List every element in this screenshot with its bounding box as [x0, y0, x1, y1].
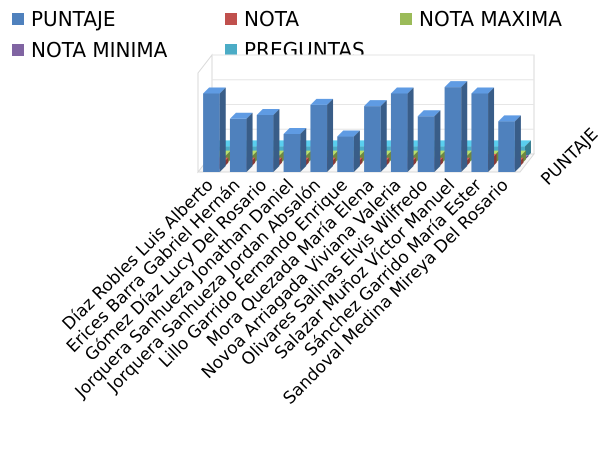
bar-puntaje-8-side [407, 87, 414, 172]
bar-puntaje-2 [229, 118, 247, 172]
bar-puntaje-10-side [461, 81, 468, 172]
bar-puntaje-4 [283, 134, 301, 172]
bar-preguntas-12-side [524, 140, 531, 160]
bar-puntaje-3-top [256, 109, 280, 115]
bar-puntaje-7 [364, 106, 381, 172]
legend-swatch-puntaje [12, 13, 24, 25]
legend-swatch-preguntas [225, 44, 237, 56]
bar-puntaje-11-top [471, 87, 495, 94]
bar-puntaje-3-side [273, 109, 280, 172]
legend-swatch-nota-minima [12, 44, 24, 56]
bar-puntaje-4-side [300, 128, 307, 172]
bar-puntaje-5-side [327, 98, 334, 172]
legend-label-nota-maxima: NOTA MAXIMA [419, 7, 562, 31]
bar-puntaje-9-side [434, 110, 441, 172]
legend-swatch-nota [225, 13, 237, 25]
bar-puntaje-3 [256, 115, 274, 172]
bar-puntaje-1-side [219, 87, 226, 172]
legend-label-puntaje: PUNTAJE [31, 7, 116, 31]
bar-puntaje-5 [310, 104, 328, 172]
bar-puntaje-6-side [353, 130, 360, 172]
depth-axis-label: PUNTAJE [537, 125, 602, 190]
bar-puntaje-7-side [380, 100, 387, 172]
bar-puntaje-1 [203, 93, 220, 172]
bar-puntaje-10-top [444, 81, 468, 88]
bar-puntaje-4-top [283, 128, 307, 134]
bar-puntaje-8 [390, 93, 408, 172]
bar-puntaje-9-top [417, 110, 441, 117]
bar-puntaje-10 [444, 87, 462, 172]
bar-puntaje-2-side [246, 112, 253, 172]
bar-puntaje-8-top [390, 87, 414, 94]
bar-puntaje-1-top [203, 87, 226, 94]
bar-puntaje-7-top [364, 100, 387, 107]
bar-puntaje-11 [471, 93, 489, 172]
legend-label-nota: NOTA [244, 7, 299, 31]
legend-swatch-nota-maxima [400, 13, 412, 25]
bar-puntaje-2-top [229, 112, 253, 119]
bar-puntaje-12-top [498, 115, 521, 122]
bar-puntaje-12 [498, 121, 515, 172]
bar-puntaje-6-top [337, 130, 360, 137]
bar-puntaje-6 [337, 136, 354, 172]
bar-puntaje-9 [417, 116, 435, 172]
bar-puntaje-11-side [488, 87, 495, 172]
legend-label-nota-minima: NOTA MINIMA [31, 38, 168, 62]
bar-puntaje-12-side [514, 115, 521, 172]
bar-puntaje-5-top [310, 98, 334, 105]
